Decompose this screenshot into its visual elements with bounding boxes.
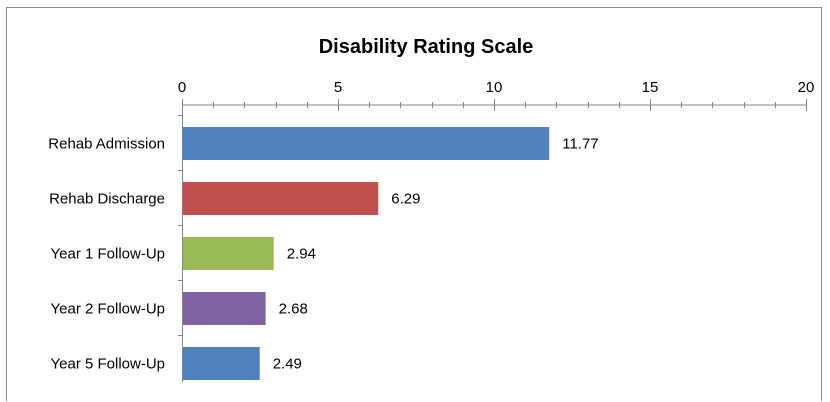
category-label: Year 1 Follow-Up — [51, 246, 166, 263]
tick-label: 10 — [486, 79, 503, 96]
bar — [183, 237, 274, 270]
data-label: 6.29 — [391, 191, 420, 208]
tick-label: 15 — [642, 79, 659, 96]
data-labels: 11.77 6.29 2.94 2.68 2.49 — [273, 136, 599, 373]
tick-label: 5 — [334, 79, 342, 96]
data-label: 2.49 — [273, 356, 302, 373]
category-label: Rehab Discharge — [49, 191, 165, 208]
bars — [183, 127, 550, 380]
data-label: 11.77 — [562, 136, 598, 153]
data-label: 2.94 — [287, 246, 316, 263]
tick-label: 0 — [178, 79, 186, 96]
category-label: Year 2 Follow-Up — [51, 301, 166, 318]
category-label: Rehab Admission — [48, 136, 165, 153]
bar — [183, 347, 260, 380]
tick-label: 20 — [798, 79, 815, 96]
value-axis: 0 5 10 15 20 — [178, 79, 815, 111]
bar — [183, 127, 550, 160]
bar — [183, 292, 266, 325]
category-label: Year 5 Follow-Up — [51, 356, 166, 373]
chart-title: Disability Rating Scale — [319, 36, 534, 58]
data-label: 2.68 — [279, 301, 308, 318]
category-axis: Rehab Admission Rehab Discharge Year 1 Fol… — [48, 105, 183, 382]
bar — [183, 182, 379, 215]
chart-frame — [6, 7, 822, 401]
